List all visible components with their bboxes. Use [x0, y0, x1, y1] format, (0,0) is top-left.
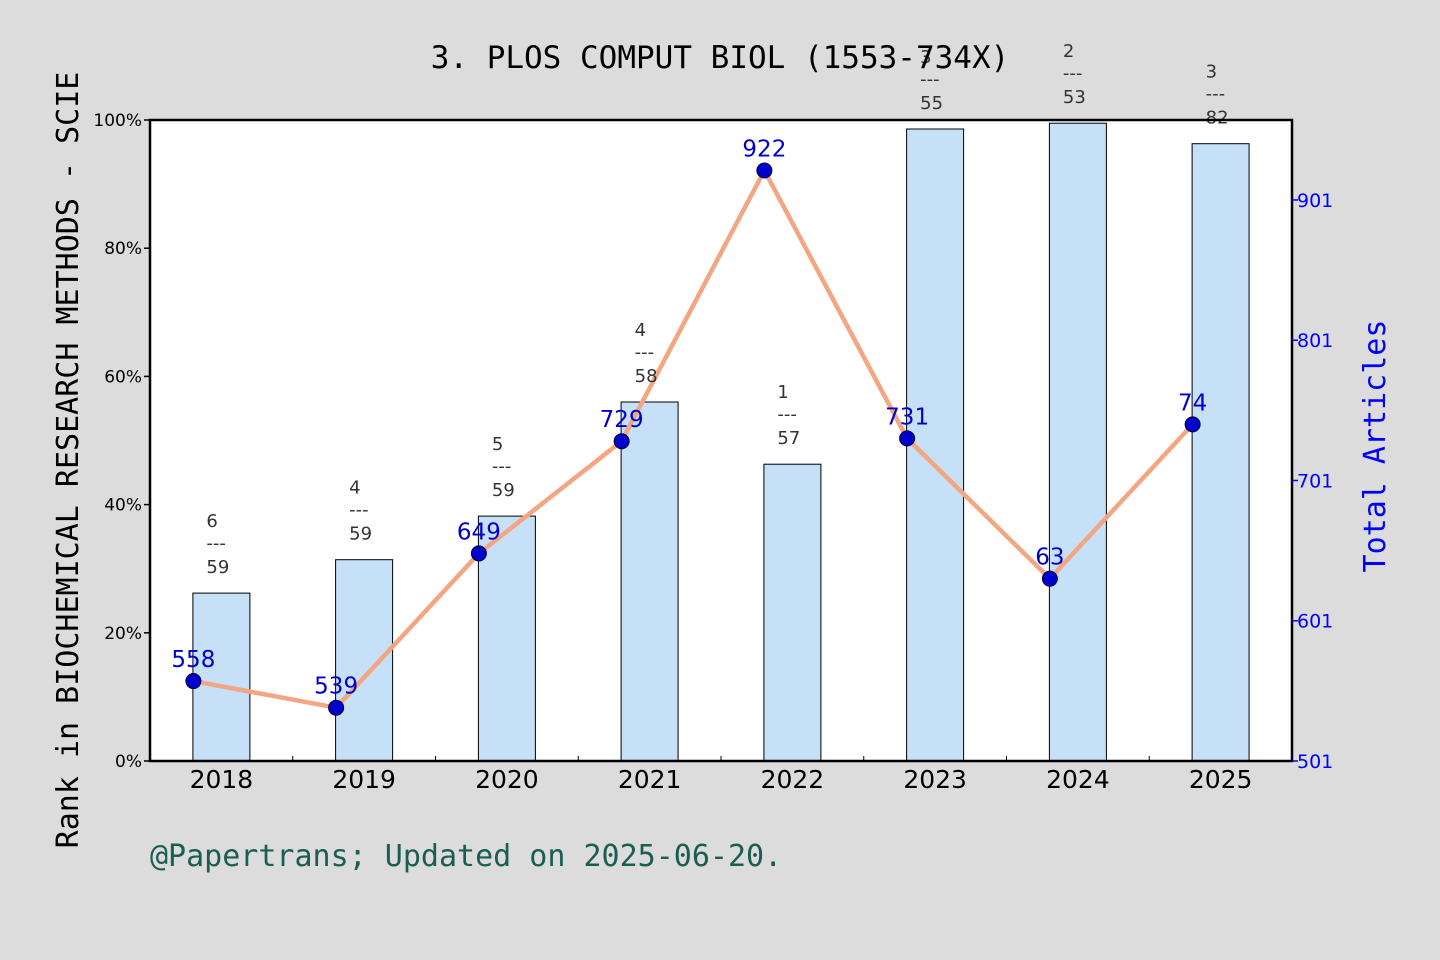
bar-label-sep-2022: --- [777, 404, 797, 425]
x-tick-label-2024: 2024 [1046, 765, 1110, 794]
bar-label-rank-2022: 1 [777, 382, 788, 403]
left-axis-label: Rank in BIOCHEMICAL RESEARCH METHODS - S… [51, 72, 86, 849]
bar-label-total-2019: 59 [349, 524, 372, 545]
line-segment-4 [762, 168, 910, 441]
bar-label-sep-2024: --- [1063, 63, 1083, 84]
right-axis-label: Total Articles [1358, 320, 1393, 573]
bar-label-rank-2019: 4 [349, 478, 360, 499]
line-point-label-2022: 922 [742, 136, 786, 162]
x-tick-label-2025: 2025 [1189, 765, 1253, 794]
line-point-label-2023: 731 [885, 404, 929, 430]
line-segment-3 [619, 168, 767, 444]
left-tick-label-100: 100% [93, 111, 142, 131]
x-axis: 2018 2019 2020 2021 2022 2023 2024 2025 [149, 756, 1293, 794]
line-point-2025 [1184, 416, 1201, 433]
x-tick-label-2019: 2019 [332, 765, 396, 794]
right-tick-label-801: 801 [1297, 330, 1333, 352]
x-tick-label-2022: 2022 [761, 765, 825, 794]
left-axis: 0% 20% 40% 60% 80% 100% [93, 111, 150, 772]
left-tick-label-60: 60% [104, 367, 142, 387]
bar-label-rank-2024: 2 [1063, 41, 1074, 62]
line-point-2019 [328, 699, 345, 716]
bar-2020 [477, 515, 536, 762]
line-point-2018 [185, 673, 202, 690]
bar-2021 [620, 401, 679, 762]
x-tick-label-2023: 2023 [903, 765, 967, 794]
right-tick-label-901: 901 [1297, 190, 1333, 212]
right-tick-label-601: 601 [1297, 611, 1333, 633]
bar-label-total-2024: 53 [1063, 87, 1086, 108]
line-point-label-2024: 63 [1035, 545, 1064, 571]
right-tick-label-701: 701 [1297, 470, 1333, 492]
bar-label-total-2023: 55 [920, 93, 943, 114]
line-segment-0 [191, 678, 339, 710]
bar-label-total-2020: 59 [492, 480, 515, 501]
right-axis: 501 601 701 801 901 [1292, 190, 1333, 773]
bar-label-total-2022: 57 [777, 428, 800, 449]
line-point-2022 [756, 162, 773, 179]
line-point-label-2021: 729 [600, 407, 644, 433]
bar-label-sep-2019: --- [349, 500, 369, 521]
line-segment-5 [904, 436, 1053, 581]
line-point-label-2018: 558 [171, 647, 215, 673]
x-tick-label-2018: 2018 [190, 765, 254, 794]
line-segment-1 [333, 551, 482, 710]
bar-label-sep-2018: --- [206, 533, 226, 554]
right-tick-label-501: 501 [1297, 751, 1333, 773]
bar-label-rank-2021: 4 [635, 320, 646, 341]
line-point-2021 [613, 433, 630, 450]
line-point-label-2025: 74 [1178, 390, 1207, 416]
line-segment-6 [1047, 422, 1195, 581]
x-tick-label-2021: 2021 [618, 765, 682, 794]
left-tick-label-80: 80% [104, 239, 142, 259]
bar-label-total-2025: 82 [1206, 108, 1229, 129]
bar-label-rank-2018: 6 [206, 511, 217, 532]
bar-label-sep-2021: --- [635, 342, 655, 363]
line-point-label-2020: 649 [457, 519, 501, 545]
left-tick-label-20: 20% [104, 624, 142, 644]
left-tick-label-0: 0% [115, 752, 142, 772]
bar-2022 [763, 463, 822, 762]
line-segment-2 [476, 438, 624, 556]
bar-label-total-2021: 58 [635, 366, 658, 387]
plot-area [150, 120, 1292, 761]
bar-2018 [192, 592, 251, 762]
bar-2019 [335, 559, 394, 762]
line-point-2023 [899, 430, 916, 447]
line-point-2020 [470, 545, 487, 562]
bar-2024 [1048, 122, 1107, 762]
bar-label-sep-2023: --- [920, 69, 940, 90]
bar-label-sep-2025: --- [1206, 84, 1226, 105]
bar-label-rank-2023: 3 [920, 47, 931, 68]
bar-label-rank-2025: 3 [1206, 62, 1217, 83]
line-point-2024 [1041, 570, 1058, 587]
footer-note: @Papertrans; Updated on 2025-06-20. [150, 839, 782, 874]
bar-label-total-2018: 59 [206, 557, 229, 578]
bar-labels-layer: 6---594---595---594---581---573---552---… [206, 41, 1228, 578]
chart-title: 3. PLOS COMPUT BIOL (1553-734X) [431, 40, 1010, 76]
x-tick-label-2020: 2020 [475, 765, 539, 794]
bar-2025 [1191, 143, 1250, 762]
bar-label-sep-2020: --- [492, 456, 512, 477]
bars-layer [192, 122, 1250, 762]
bar-label-rank-2020: 5 [492, 434, 503, 455]
left-tick-label-40: 40% [104, 496, 142, 516]
line-point-label-2019: 539 [314, 674, 358, 700]
